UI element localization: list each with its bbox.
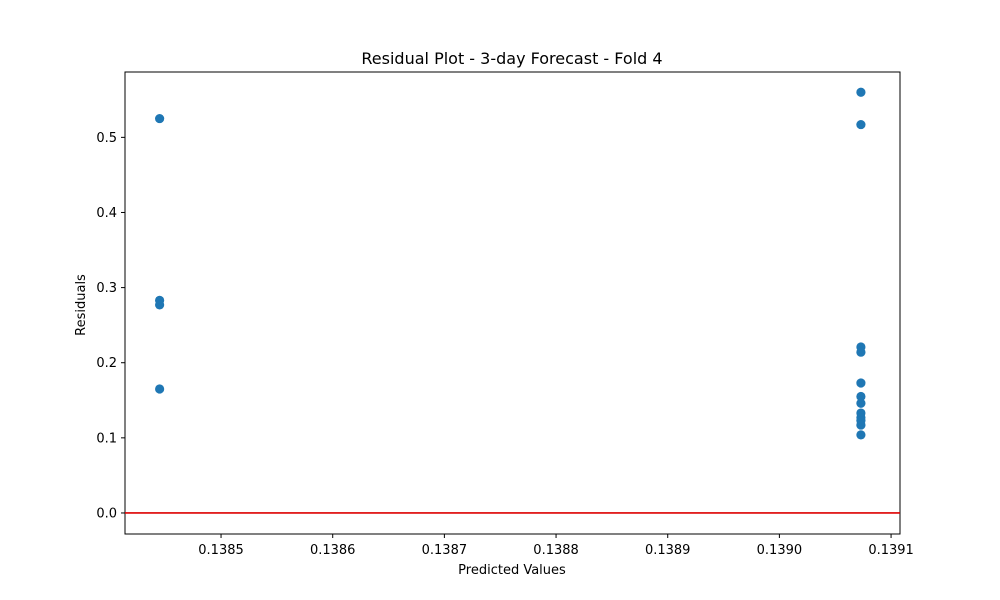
x-tick-label: 0.1391 <box>868 543 914 558</box>
x-tick-label: 0.1390 <box>757 543 803 558</box>
data-point <box>155 113 165 124</box>
x-axis-label: Predicted Values <box>458 563 566 578</box>
data-point <box>856 378 866 388</box>
scatter-points <box>155 87 866 440</box>
y-tick-label: 0.3 <box>96 281 117 296</box>
data-point <box>856 119 866 130</box>
data-point <box>856 347 866 357</box>
x-tick-label: 0.1385 <box>198 543 244 558</box>
x-axis-ticks: 0.1385 0.1386 0.1387 0.1388 0.1389 0.1390 0.13… <box>198 534 914 558</box>
y-tick-label: 0.5 <box>96 131 117 146</box>
y-tick-label: 0.1 <box>96 431 117 446</box>
x-tick-label: 0.1386 <box>310 543 356 558</box>
x-tick-label: 0.1387 <box>422 543 468 558</box>
data-point <box>856 391 866 402</box>
y-axis-ticks: 0.0 0.1 0.2 0.3 0.4 0.5 <box>96 131 125 521</box>
data-point <box>856 420 866 430</box>
data-point <box>856 430 866 440</box>
data-point <box>856 398 866 408</box>
data-point <box>155 300 165 310</box>
chart-title: Residual Plot - 3-day Forecast - Fold 4 <box>361 49 662 68</box>
plot-area <box>124 71 901 535</box>
data-point <box>856 87 866 97</box>
y-tick-label: 0.0 <box>96 506 117 521</box>
y-tick-label: 0.2 <box>96 356 117 371</box>
data-point <box>155 384 165 394</box>
x-tick-label: 0.1389 <box>645 543 691 558</box>
x-tick-label: 0.1388 <box>533 543 579 558</box>
plot-frame <box>124 71 901 535</box>
y-axis-label: Residuals <box>74 274 89 336</box>
y-tick-label: 0.4 <box>96 206 117 221</box>
